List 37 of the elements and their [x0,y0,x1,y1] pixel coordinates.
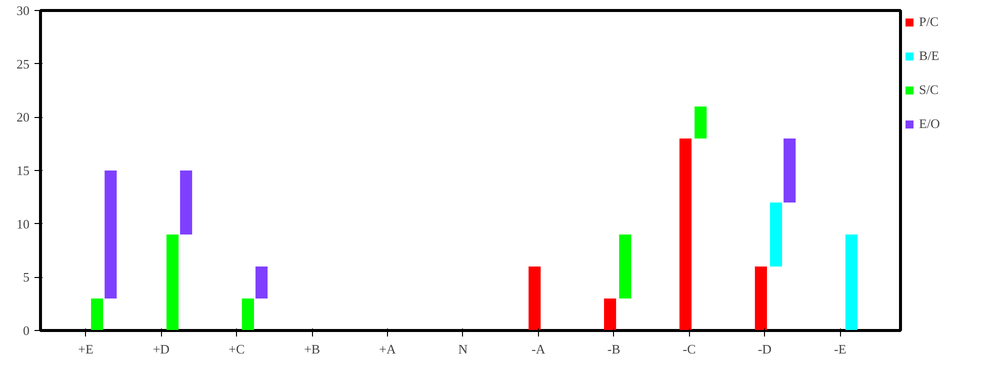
y-tick-label: 15 [16,163,30,178]
y-tick-label: 25 [16,56,30,72]
x-tick-label: -A [532,342,546,356]
x-tick-label: -D [758,342,772,356]
bar [754,266,767,330]
x-tick-label: -B [607,342,621,356]
y-tick-label: 0 [23,323,30,338]
bar [619,234,632,298]
bar [180,170,192,234]
legend-label: E/O [919,116,940,132]
x-tick-label: +C [228,342,245,356]
x-tick-label: +A [379,342,396,356]
bar [694,106,707,138]
bar [166,234,179,330]
bar [91,298,104,330]
x-tick-label: +D [152,342,170,356]
y-tick-label: 20 [16,110,30,125]
y-tick-label: 30 [16,3,30,18]
legend-label: B/E [919,48,940,64]
x-tick-label: +E [78,342,94,356]
y-tick-label: 5 [23,270,30,285]
x-tick-label: +B [304,342,320,356]
legend-label: P/C [919,14,939,30]
bar [256,266,268,298]
bar [242,298,254,330]
bar [528,266,541,330]
x-tick-label: N [458,342,468,356]
bar [845,234,858,330]
y-tick-label: 10 [16,216,30,232]
x-tick-label: -C [682,342,696,356]
bar [679,138,692,330]
bar [770,202,782,266]
bar [104,170,117,298]
bar [784,138,796,202]
bar [604,298,616,330]
legend-label: S/C [919,82,939,98]
x-tick-label: -E [834,342,846,356]
